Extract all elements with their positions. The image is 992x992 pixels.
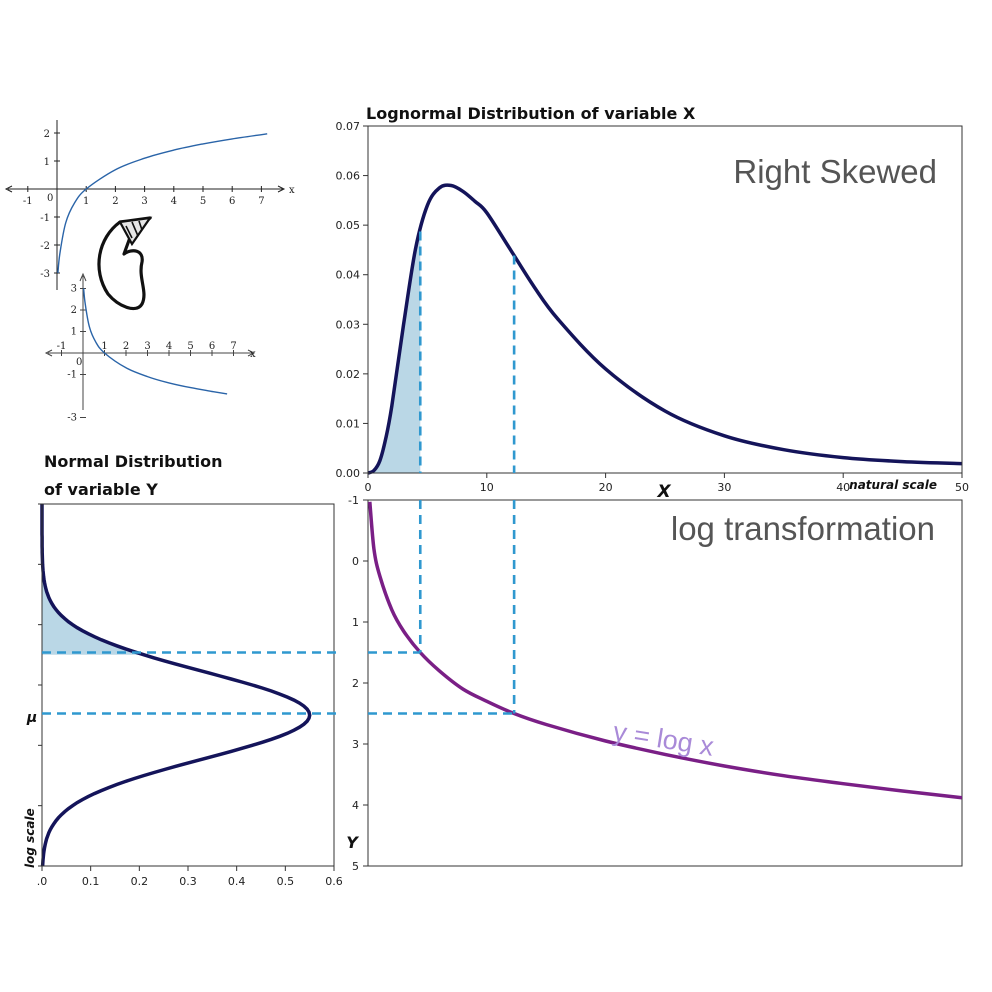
sketch-x-tick-label: 7 (258, 196, 264, 207)
sketch-y-ticks: 2 1 -1 -2 -3 (40, 129, 60, 280)
natural-scale-label: natural scale (849, 478, 937, 492)
normal-x-tick-label: 0.4 (228, 875, 246, 888)
mu-label: μ (26, 710, 37, 726)
sketch2-x-tick-label: 5 (187, 341, 193, 352)
sketch2-y-ticks: 3 2 1 -1 -3 (67, 284, 86, 424)
log-y-tick-label: 0 (352, 555, 359, 568)
lognormal-x-tick-label: 0 (365, 481, 372, 494)
sketch-x-tick-label: 3 (141, 196, 147, 207)
lognormal-x-ticks: 0 10 20 30 40 50 (365, 473, 969, 494)
sketch-log-graph: x -1 0 1 2 3 4 5 6 7 2 1 -1 -2 -3 (4, 120, 295, 290)
normal-left-ticks (38, 503, 42, 867)
lognormal-title: Lognormal Distribution of variable X (366, 104, 696, 123)
lognormal-y-tick-label: 0.06 (336, 170, 361, 183)
sketch2-x-label: x (250, 349, 256, 360)
sketch2-x-tick-label: 2 (123, 341, 129, 352)
sketch2-y-tick-label: -3 (67, 413, 77, 424)
normal-plot-frame (41, 503, 335, 867)
normal-x-tick-label: .0 (37, 875, 48, 888)
sketch-log-curve (57, 133, 268, 274)
log-y-tick-label: 4 (352, 799, 359, 812)
sketch-x-tick-label: -1 (23, 196, 33, 207)
lognormal-y-tick-label: 0.04 (336, 269, 361, 282)
y-axis-label: Y (346, 833, 359, 852)
normal-title-line-2: of variable Y (44, 480, 158, 499)
sketch-y-tick-label: 1 (44, 157, 50, 168)
lognormal-y-tick-label: 0.03 (336, 318, 361, 331)
sketch-x-tick-label: 0 (47, 193, 53, 204)
lognormal-x-tick-label: 30 (717, 481, 731, 494)
sketch2-y-tick-label: 2 (71, 305, 77, 316)
lognormal-x-tick-label: 10 (480, 481, 494, 494)
log-transformation-label: log transformation (671, 510, 935, 547)
sketch-y-tick-label: -2 (40, 241, 50, 252)
lognormal-plot-frame (367, 125, 963, 474)
normal-x-tick-label: 0.6 (325, 875, 343, 888)
log-scale-label: log scale (23, 808, 37, 868)
sketch2-x-tick-label: 1 (101, 341, 107, 352)
log-y-tick-label: 5 (352, 860, 359, 873)
sketch-x-ticks: -1 0 1 2 3 4 5 6 7 (23, 186, 265, 207)
lognormal-density-curve (367, 183, 963, 475)
log-y-tick-label: 2 (352, 677, 359, 690)
right-skewed-label: Right Skewed (733, 153, 937, 190)
lognormal-shaded-area (368, 231, 421, 473)
normal-shaded-area (42, 504, 144, 655)
connector-dashed-lines (42, 231, 516, 715)
sketch-x-tick-label: 6 (229, 196, 235, 207)
curved-arrow-icon (97, 216, 153, 310)
lognormal-y-tick-label: 0.02 (336, 368, 361, 381)
sketch2-x-ticks: -1 0 1 2 3 4 5 6 7 (57, 341, 237, 368)
x-axis-label: X (656, 482, 671, 502)
sketch2-curve (82, 288, 228, 395)
lognormal-x-tick-label: 50 (955, 481, 969, 494)
sketch2-x-tick-label: 6 (209, 341, 215, 352)
lognormal-y-tick-label: 0.00 (336, 467, 361, 480)
normal-panel: Normal Distribution of variable Y .0 0.1 0… (23, 452, 343, 888)
normal-x-ticks: .0 0.1 0.2 0.3 0.4 0.5 0.6 (37, 866, 343, 888)
sketch2-x-tick-label: 0 (76, 357, 82, 368)
normal-x-tick-label: 0.1 (82, 875, 100, 888)
sketch2-x-tick-label: 3 (144, 341, 150, 352)
sketch2-x-tick-label: -1 (57, 341, 67, 352)
sketch-x-label: x (289, 185, 295, 196)
sketch-reflected-graph: x -1 0 1 2 3 4 5 6 7 3 2 1 -1 -3 (44, 272, 256, 424)
sketch-x-tick-label: 1 (83, 196, 89, 207)
normal-title-line-1: Normal Distribution (44, 452, 222, 471)
lognormal-y-ticks: 0.00 0.01 0.02 0.03 0.04 0.05 0.06 0.07 (336, 120, 368, 480)
normal-x-tick-label: 0.2 (131, 875, 149, 888)
normal-x-tick-label: 0.3 (179, 875, 197, 888)
sketch2-x-tick-label: 7 (230, 341, 236, 352)
sketch-y-tick-label: -1 (40, 213, 50, 224)
sketch2-y-tick-label: 1 (71, 327, 77, 338)
lognormal-y-tick-label: 0.05 (336, 219, 361, 232)
sketch2-y-tick-label: 3 (71, 284, 77, 295)
log-y-tick-label: 1 (352, 616, 359, 629)
lognormal-x-tick-label: 20 (599, 481, 613, 494)
normal-density-curve (40, 504, 312, 867)
sketch2-x-tick-label: 4 (166, 341, 172, 352)
sketch-x-tick-label: 4 (171, 196, 177, 207)
sketch-y-tick-label: 2 (44, 129, 50, 140)
sketch-x-tick-label: 5 (200, 196, 206, 207)
lognormal-x-tick-label: 40 (836, 481, 850, 494)
sketch2-y-tick-label: -1 (67, 370, 77, 381)
log-curve (368, 501, 963, 800)
sketch-x-tick-label: 2 (112, 196, 118, 207)
lognormal-y-tick-label: 0.07 (336, 120, 361, 133)
log-transform-y-ticks: -1 0 1 2 3 4 5 (348, 494, 368, 873)
sketch-y-tick-label: -3 (40, 269, 50, 280)
lognormal-panel: Lognormal Distribution of variable X 0.0… (336, 104, 970, 502)
log-y-tick-label: -1 (348, 494, 359, 507)
normal-x-tick-label: 0.5 (277, 875, 295, 888)
log-y-tick-label: 3 (352, 738, 359, 751)
lognormal-y-tick-label: 0.01 (336, 417, 361, 430)
